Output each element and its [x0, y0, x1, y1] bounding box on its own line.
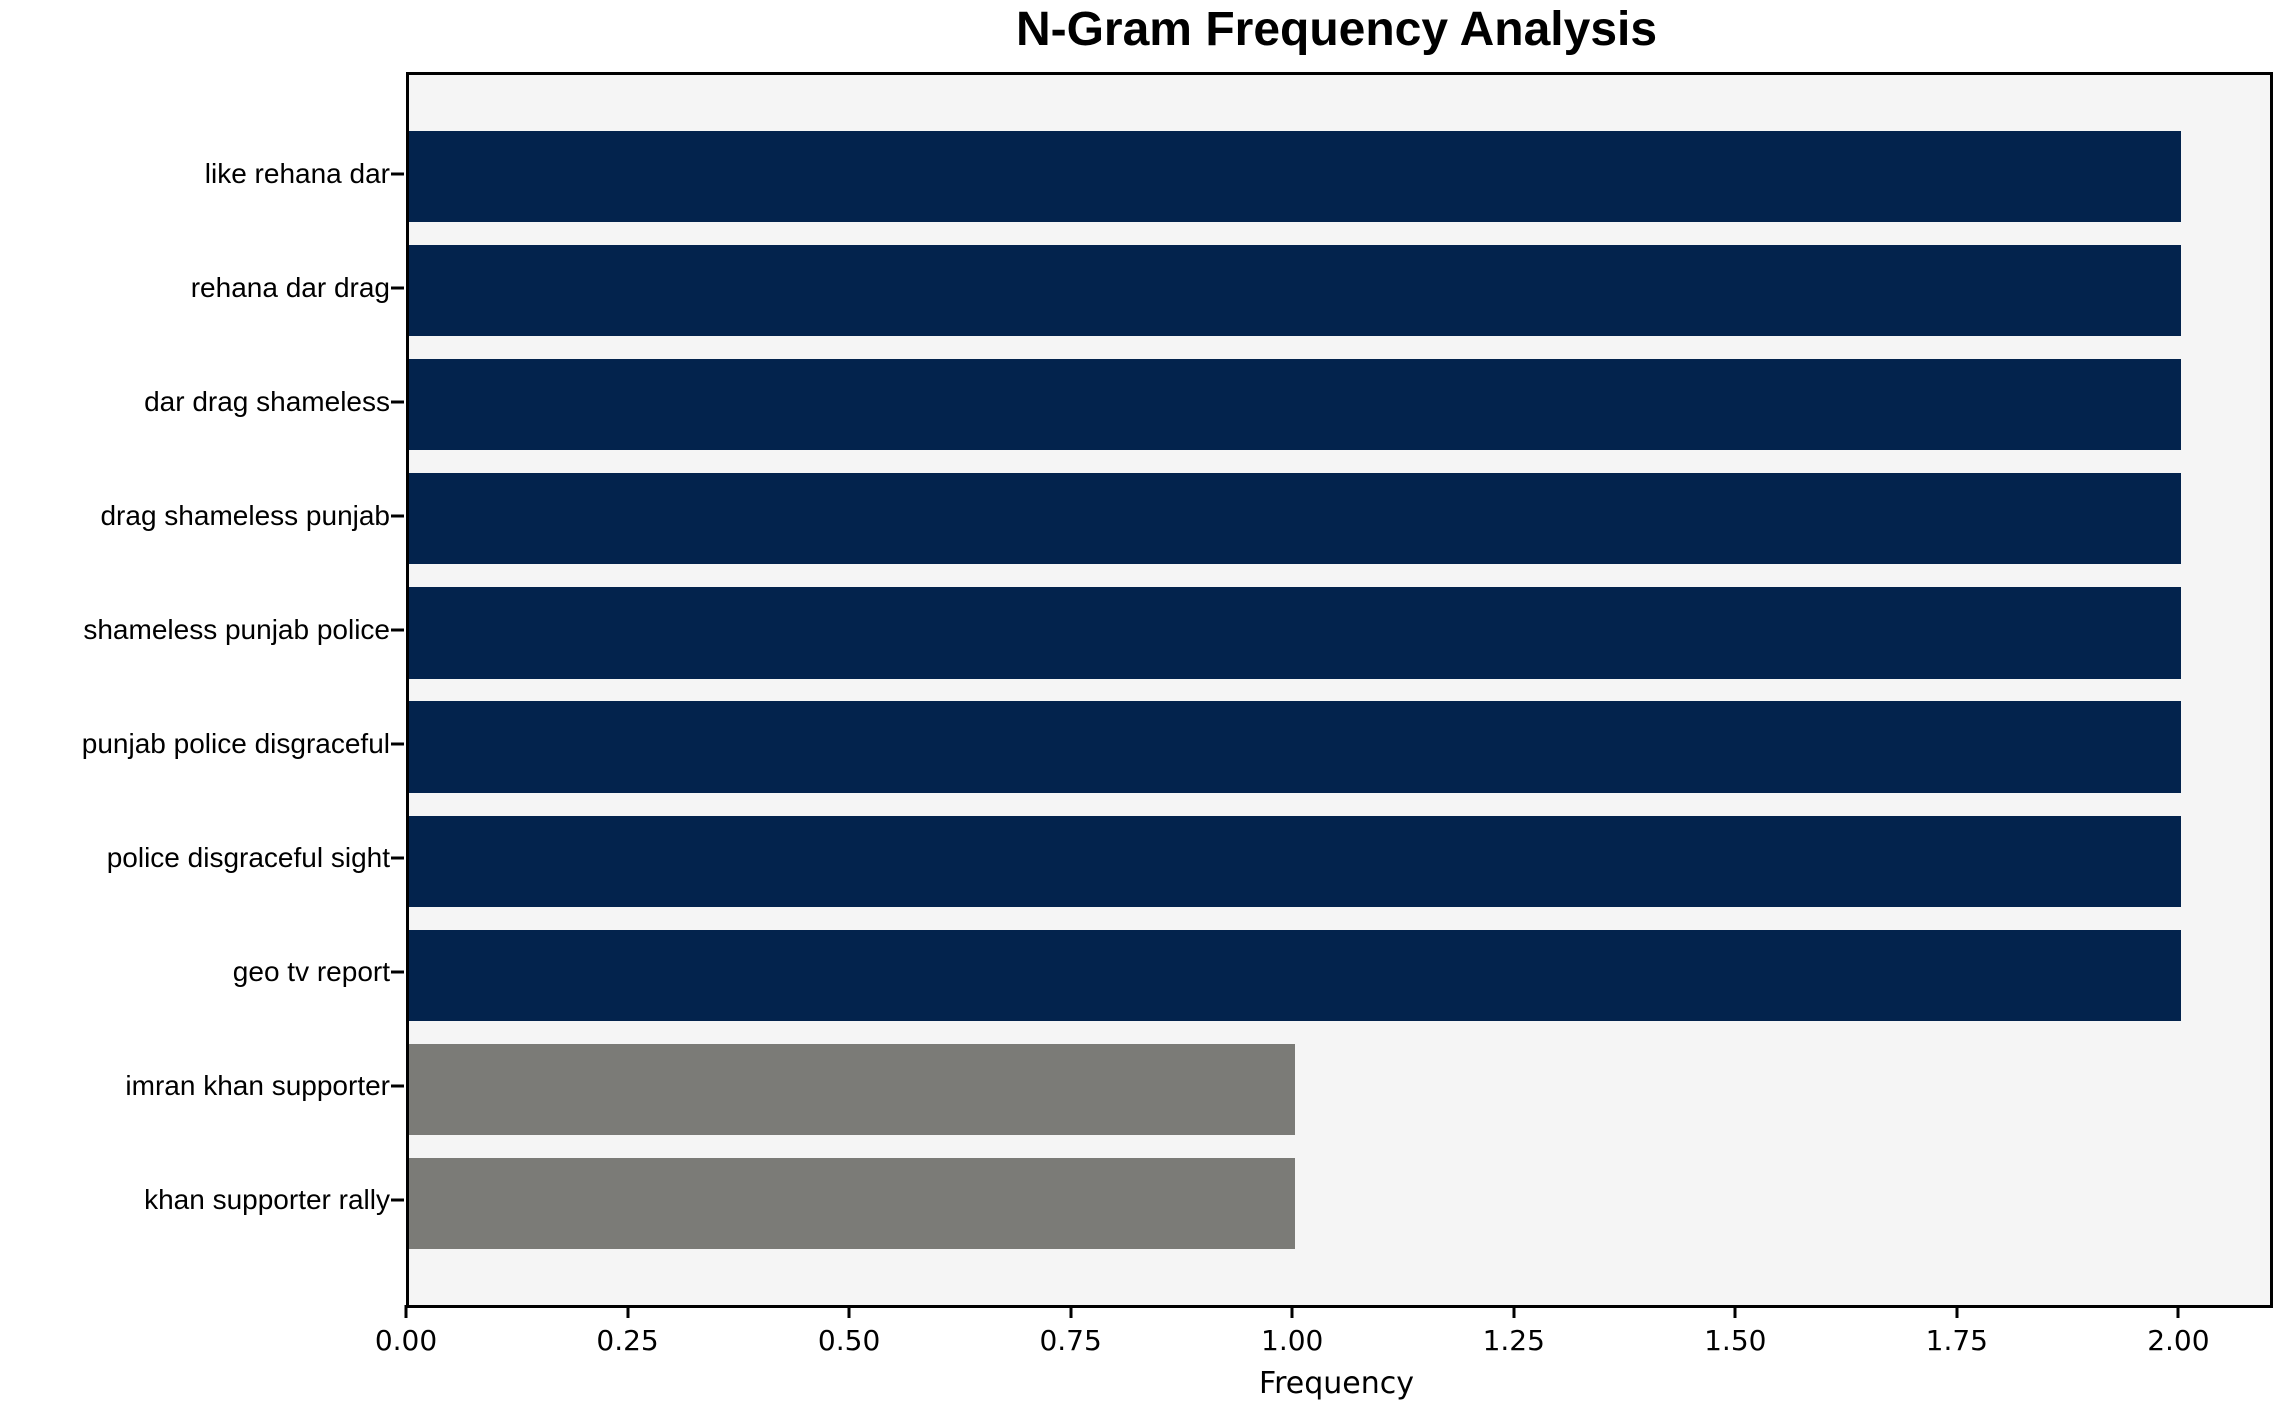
- bar-shameless-punjab-police: [409, 587, 2182, 679]
- x-tick-label: 0.00: [374, 1324, 438, 1357]
- bar-drag-shameless-punjab: [409, 473, 2182, 565]
- y-tick-mark: [391, 628, 404, 632]
- x-tick-mark: [1733, 1305, 1737, 1318]
- x-tick-label: 0.25: [596, 1324, 659, 1357]
- x-tick-mark: [2176, 1305, 2180, 1318]
- x-axis-title: Frequency: [1259, 1366, 1414, 1401]
- bar-punjab-police-disgraceful: [409, 701, 2182, 793]
- x-tick-label: 0.50: [817, 1324, 881, 1357]
- y-tick-mark: [391, 172, 404, 176]
- y-tick-mark: [391, 742, 404, 746]
- bar-khan-supporter-rally: [409, 1157, 1296, 1250]
- y-tick-label: rehana dar drag: [190, 271, 390, 303]
- bar-geo-tv-report: [409, 929, 2182, 1021]
- x-tick-mark: [1512, 1305, 1516, 1318]
- x-tick-mark: [404, 1305, 408, 1318]
- x-tick-label: 1.00: [1261, 1324, 1324, 1357]
- y-tick-label: like rehana dar: [204, 157, 390, 189]
- y-tick-label: dar drag shameless: [144, 385, 390, 417]
- y-tick-label: shameless punjab police: [83, 613, 390, 645]
- y-tick-label: geo tv report: [232, 956, 390, 988]
- y-tick-mark: [391, 856, 404, 860]
- chart-title: N-Gram Frequency Analysis: [1015, 3, 1658, 56]
- x-tick-mark: [1069, 1305, 1073, 1318]
- y-tick-mark: [391, 286, 404, 290]
- y-tick-label: police disgraceful sight: [106, 842, 390, 874]
- x-tick-label: 0.75: [1039, 1324, 1102, 1357]
- y-tick-mark: [391, 970, 404, 974]
- y-tick-mark: [391, 1198, 404, 1202]
- bar-like-rehana-dar: [409, 130, 2182, 223]
- y-tick-label: imran khan supporter: [125, 1070, 390, 1102]
- y-tick-mark: [391, 1084, 404, 1088]
- plot-area: [406, 72, 2273, 1308]
- bar-police-disgraceful-sight: [409, 815, 2182, 907]
- y-tick-label: punjab police disgraceful: [81, 728, 390, 760]
- x-tick-mark: [847, 1305, 851, 1318]
- x-tick-label: 1.50: [1704, 1324, 1767, 1357]
- x-tick-label: 1.25: [1482, 1324, 1545, 1357]
- x-tick-label: 2.00: [2147, 1324, 2210, 1357]
- y-tick-label: drag shameless punjab: [100, 499, 390, 531]
- x-tick-label: 1.75: [1925, 1324, 1988, 1357]
- y-tick-mark: [391, 514, 404, 518]
- x-tick-mark: [626, 1305, 630, 1318]
- x-tick-mark: [1290, 1305, 1294, 1318]
- bar-rehana-dar-drag: [409, 245, 2182, 337]
- x-tick-mark: [1955, 1305, 1959, 1318]
- y-tick-label: khan supporter rally: [144, 1184, 390, 1216]
- bar-dar-drag-shameless: [409, 359, 2182, 451]
- y-tick-mark: [391, 400, 404, 404]
- bar-imran-khan-supporter: [409, 1043, 1296, 1135]
